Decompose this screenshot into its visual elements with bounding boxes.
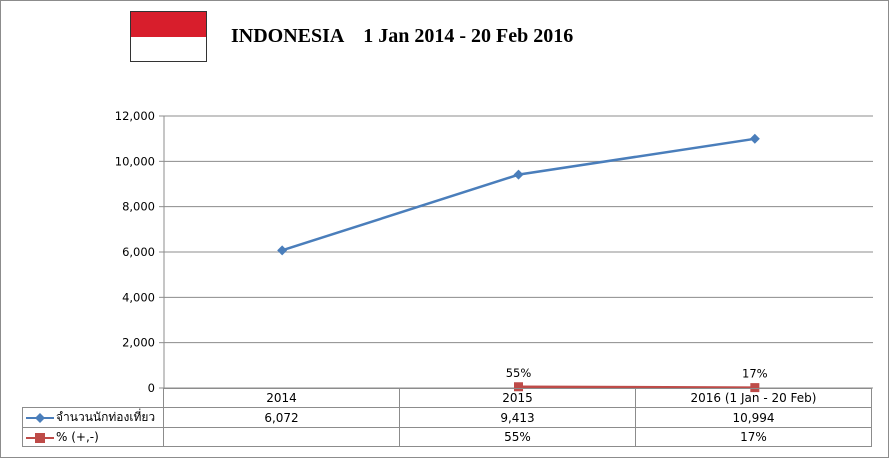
data-label: 55% [506,366,532,380]
data-table-corner [22,388,164,408]
data-cell: 10,994 [635,407,872,428]
data-cell: 6,072 [163,407,400,428]
data-label: 17% [742,367,768,381]
category-label: 2016 (1 Jan - 20 Feb) [635,388,872,408]
series-line [518,385,755,389]
flag-red-stripe [131,12,206,37]
chart-title: INDONESIA 1 Jan 2014 - 20 Feb 2016 [231,25,573,48]
legend-key-diamond-icon [26,412,54,424]
data-point [749,133,760,144]
flag-white-stripe [131,36,206,61]
data-cell: 9,413 [399,407,636,428]
data-point [514,382,523,392]
y-tick-label: 2,000 [122,336,155,350]
data-cell: 55% [399,427,636,447]
legend-entry: จำนวนนักท่องเที่ยว [22,407,164,428]
data-point [513,169,524,180]
series-name: % (+,-) [56,430,99,444]
legend-key-svg [26,432,54,443]
data-table-header-row: 2014 2015 2016 (1 Jan - 20 Feb) [22,388,872,408]
legend-marker [35,412,45,423]
series-line [281,137,756,252]
y-tick-label: 4,000 [122,290,155,304]
legend-entry: % (+,-) [22,427,164,447]
data-point [277,245,288,256]
series-name: จำนวนนักท่องเที่ยว [56,410,156,424]
y-tick-label: 10,000 [115,154,155,168]
category-label: 2015 [399,388,636,408]
y-tick-label: 0 [148,381,155,395]
legend-key-svg [26,412,54,423]
title-period: 1 Jan 2014 - 20 Feb 2016 [363,25,574,47]
legend-key-square-icon [26,432,54,444]
data-table-row: % (+,-) 55% 17% [22,427,872,447]
y-tick-label: 6,000 [122,245,155,259]
y-tick-label: 12,000 [115,109,155,123]
data-cell [163,427,400,447]
data-point [750,383,760,393]
data-cell: 17% [635,427,872,447]
y-tick-label: 8,000 [122,200,155,214]
category-label: 2014 [163,388,400,408]
title-country: INDONESIA [231,25,344,47]
legend-marker [35,432,45,443]
data-table: 2014 2015 2016 (1 Jan - 20 Feb) จำนวนนัก… [22,388,872,447]
data-table-row: จำนวนนักท่องเที่ยว 6,072 9,413 10,994 [22,407,872,428]
indonesia-flag-icon [130,11,207,62]
